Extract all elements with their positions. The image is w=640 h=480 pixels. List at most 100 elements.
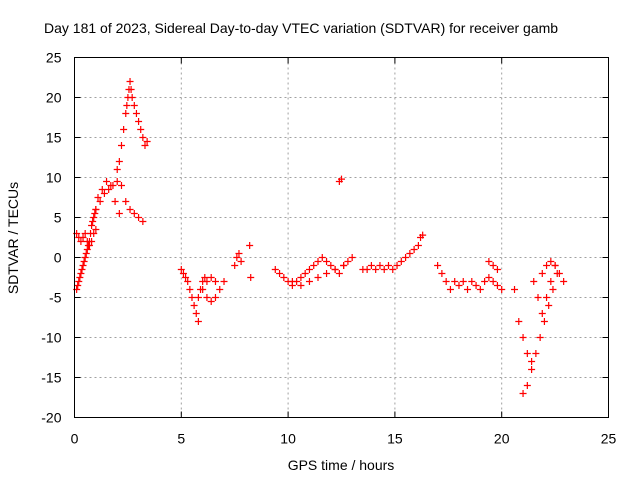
- data-point: [82, 250, 90, 257]
- x-tick-label: 20: [494, 431, 510, 447]
- data-point: [397, 258, 405, 265]
- data-point: [538, 310, 546, 317]
- data-point: [117, 142, 125, 149]
- data-point: [201, 274, 209, 281]
- y-tick-labels: -20 -15 -10 -5 0 5 10 15 20 25: [41, 50, 61, 426]
- y-tick-label: 25: [46, 50, 62, 66]
- data-point: [367, 262, 375, 269]
- data-point: [376, 262, 384, 269]
- data-point: [276, 270, 284, 277]
- data-point: [519, 390, 527, 397]
- data-point: [472, 282, 480, 289]
- data-point: [511, 286, 519, 293]
- data-point: [182, 274, 190, 281]
- data-point: [130, 210, 138, 217]
- x-tick-label: 25: [601, 431, 617, 447]
- data-point: [135, 118, 143, 125]
- data-point: [111, 198, 119, 205]
- data-point: [74, 282, 82, 289]
- data-point: [113, 178, 121, 185]
- data-point: [92, 206, 100, 213]
- data-point: [485, 274, 493, 281]
- data-point: [543, 294, 551, 301]
- data-point: [128, 94, 136, 101]
- data-point: [519, 334, 527, 341]
- data-point: [363, 266, 371, 273]
- data-point: [493, 282, 501, 289]
- data-point: [126, 206, 134, 213]
- data-point: [231, 262, 239, 269]
- data-point: [515, 318, 523, 325]
- data-point: [538, 270, 546, 277]
- data-point: [406, 250, 414, 257]
- data-point: [380, 266, 388, 273]
- y-tick-label: 0: [54, 250, 62, 266]
- y-tick-label: 15: [46, 130, 62, 146]
- x-tick-label: 10: [280, 431, 296, 447]
- data-point: [314, 274, 322, 281]
- data-point: [481, 278, 489, 285]
- data-point: [203, 294, 211, 301]
- x-tick-label: 15: [387, 431, 403, 447]
- data-point: [220, 278, 228, 285]
- data-point: [348, 254, 356, 261]
- data-point: [451, 278, 459, 285]
- data-point: [549, 286, 557, 293]
- data-point: [301, 270, 309, 277]
- y-tick-label: -15: [41, 370, 61, 386]
- chart-title: Day 181 of 2023, Sidereal Day-to-day VTE…: [44, 20, 558, 36]
- data-point: [105, 186, 113, 193]
- data-point: [177, 266, 185, 273]
- data-point: [179, 270, 187, 277]
- data-point: [297, 282, 305, 289]
- data-point: [115, 210, 123, 217]
- data-point: [323, 270, 331, 277]
- data-point: [194, 294, 202, 301]
- data-point: [543, 262, 551, 269]
- data-point: [485, 258, 493, 265]
- data-point: [402, 254, 410, 261]
- data-point: [340, 262, 348, 269]
- data-point: [77, 238, 85, 245]
- grid-lines: [74, 57, 609, 418]
- data-point: [194, 318, 202, 325]
- data-point: [446, 286, 454, 293]
- y-tick-label: 5: [54, 210, 62, 226]
- data-points: [73, 78, 568, 397]
- data-point: [120, 126, 128, 133]
- data-point: [77, 270, 85, 277]
- data-point: [327, 262, 335, 269]
- data-point: [305, 278, 313, 285]
- data-point: [122, 110, 130, 117]
- data-point: [100, 190, 108, 197]
- data-point: [536, 334, 544, 341]
- data-point: [113, 166, 121, 173]
- data-point: [123, 102, 131, 109]
- x-tick-labels: 0 5 10 15 20 25: [71, 431, 617, 447]
- data-point: [532, 350, 540, 357]
- y-tick-label: 20: [46, 90, 62, 106]
- data-point: [207, 298, 215, 305]
- data-point: [184, 278, 192, 285]
- y-tick-label: -10: [41, 330, 61, 346]
- data-point: [555, 270, 563, 277]
- data-point: [186, 286, 194, 293]
- data-point: [216, 286, 224, 293]
- data-point: [389, 266, 397, 273]
- data-point: [338, 175, 345, 183]
- data-point: [414, 242, 422, 249]
- data-point: [280, 274, 288, 281]
- data-point: [143, 138, 151, 145]
- data-point: [547, 278, 555, 285]
- data-point: [547, 258, 555, 265]
- data-point: [89, 218, 97, 225]
- data-point: [434, 262, 442, 269]
- data-point: [551, 262, 559, 269]
- data-point: [122, 198, 130, 205]
- x-tick-label: 0: [71, 431, 79, 447]
- data-point: [126, 78, 134, 85]
- data-point: [188, 294, 196, 301]
- data-point: [323, 258, 331, 265]
- data-point: [344, 258, 352, 265]
